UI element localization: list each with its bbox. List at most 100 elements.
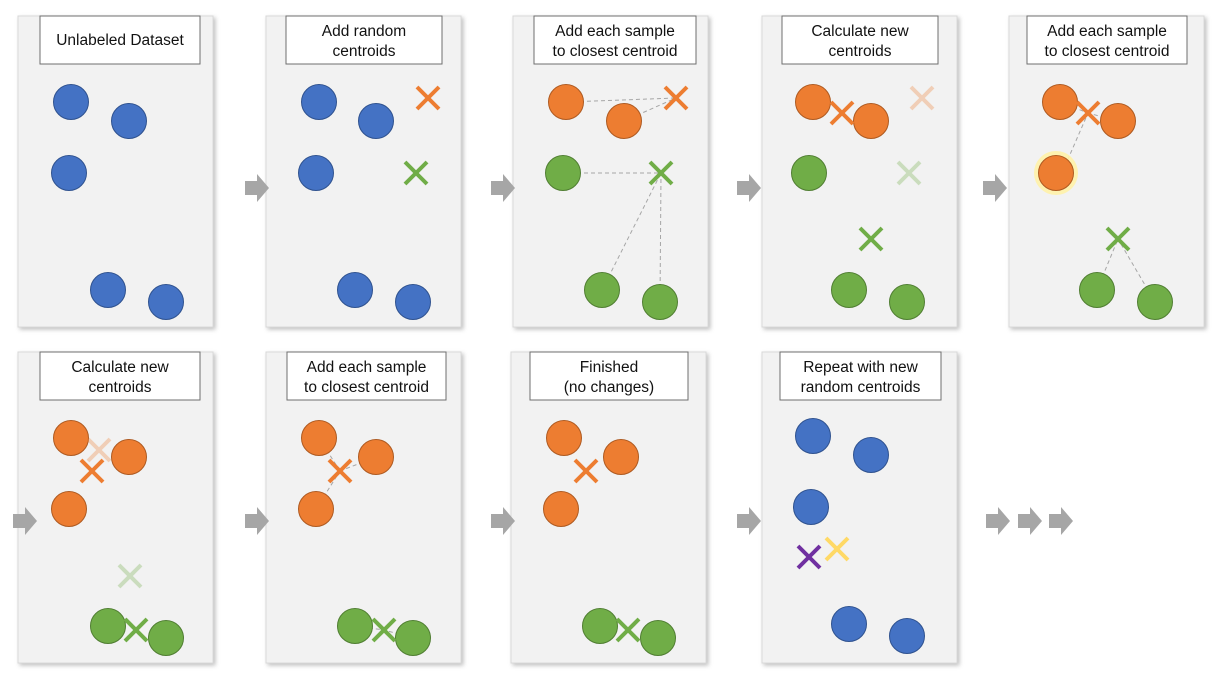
- assignment-line: [1117, 238, 1156, 303]
- data-point-blue: [831, 606, 867, 642]
- step-title: Finished (no changes): [529, 351, 689, 401]
- centroid-orange: [327, 458, 353, 484]
- step-title-line: to closest centroid: [304, 379, 429, 396]
- centroid-green: [615, 617, 641, 643]
- step-title: Repeat with new random centroids: [779, 351, 942, 401]
- data-point-orange: [298, 491, 334, 527]
- data-point-green: [642, 284, 678, 320]
- panel-4: Calculate new centroids: [761, 15, 958, 328]
- data-point-orange: [853, 103, 889, 139]
- data-point-blue: [148, 284, 184, 320]
- flow-arrow-icon: [245, 507, 269, 535]
- data-point-blue: [51, 155, 87, 191]
- data-point-orange: [795, 84, 831, 120]
- data-point-blue: [90, 272, 126, 308]
- step-title: Add each sample to closest centroid: [533, 15, 697, 65]
- centroid-orange: [663, 85, 689, 111]
- data-point-green: [395, 620, 431, 656]
- data-point-orange: [53, 420, 89, 456]
- assignment-line: [601, 172, 662, 291]
- centroid-green: [858, 226, 884, 252]
- step-title-line: Calculate new: [71, 359, 169, 376]
- data-point-blue: [358, 103, 394, 139]
- data-point-green: [889, 284, 925, 320]
- step-title-line: Add each sample: [555, 23, 675, 40]
- step-title: Calculate new centroids: [781, 15, 939, 65]
- data-point-orange: [111, 439, 147, 475]
- centroid-green: [648, 160, 674, 186]
- centroid-yellow: [824, 536, 850, 562]
- centroid-orange: [1075, 100, 1101, 126]
- data-point-green: [831, 272, 867, 308]
- step-title: Add each sample to closest centroid: [286, 351, 447, 401]
- data-point-green: [582, 608, 618, 644]
- data-point-orange: [51, 491, 87, 527]
- step-title-line: centroids: [89, 379, 152, 396]
- step-title-line: Add each sample: [1047, 23, 1167, 40]
- centroid-orange-old: [909, 85, 935, 111]
- flow-arrow-icon: [983, 174, 1007, 202]
- step-title: Calculate new centroids: [39, 351, 201, 401]
- data-point-orange: [358, 439, 394, 475]
- panel-8: Finished (no changes): [510, 351, 707, 664]
- centroid-green-old: [896, 160, 922, 186]
- step-title-line: Unlabeled Dataset: [56, 32, 184, 49]
- step-title-line: Finished: [580, 359, 639, 376]
- flow-arrow-icon: [737, 174, 761, 202]
- data-point-orange: [548, 84, 584, 120]
- centroid-orange-old: [86, 437, 112, 463]
- data-point-blue: [53, 84, 89, 120]
- data-point-orange: [1042, 84, 1078, 120]
- flow-arrow-icon: [245, 174, 269, 202]
- data-point-green: [584, 272, 620, 308]
- data-point-orange: [546, 420, 582, 456]
- step-title-line: Add each sample: [307, 359, 427, 376]
- step-title-line: Add random: [322, 23, 406, 40]
- data-point-orange: [301, 420, 337, 456]
- data-point-blue: [795, 418, 831, 454]
- assignment-line: [565, 97, 677, 103]
- data-point-green: [148, 620, 184, 656]
- data-point-blue: [793, 489, 829, 525]
- flow-arrow-icon: [491, 507, 515, 535]
- step-title: Unlabeled Dataset: [39, 15, 201, 65]
- step-title-line: to closest centroid: [1045, 43, 1170, 60]
- step-title-line: Repeat with new: [803, 359, 918, 376]
- data-point-green: [791, 155, 827, 191]
- step-title-line: centroids: [333, 43, 396, 60]
- data-point-blue: [853, 437, 889, 473]
- data-point-green: [1079, 272, 1115, 308]
- centroid-orange: [79, 458, 105, 484]
- data-point-blue: [889, 618, 925, 654]
- step-title-line: to closest centroid: [553, 43, 678, 60]
- flow-arrow-icon: [986, 507, 1010, 535]
- flow-arrow-icon: [491, 174, 515, 202]
- step-title: Add each sample to closest centroid: [1026, 15, 1188, 65]
- data-point-blue: [337, 272, 373, 308]
- panel-1: Unlabeled Dataset: [17, 15, 214, 328]
- arrows-layer: [13, 174, 1073, 535]
- data-point-green: [545, 155, 581, 191]
- centroid-orange: [829, 100, 855, 126]
- data-point-green: [640, 620, 676, 656]
- centroid-green: [371, 617, 397, 643]
- data-point-blue: [111, 103, 147, 139]
- data-point-blue: [301, 84, 337, 120]
- panel-6: Calculate new centroids: [17, 351, 214, 664]
- step-title-line: centroids: [829, 43, 892, 60]
- centroid-orange: [415, 85, 441, 111]
- data-point-orange: [1100, 103, 1136, 139]
- data-point-orange: [606, 103, 642, 139]
- data-point-blue: [298, 155, 334, 191]
- data-point-green: [90, 608, 126, 644]
- flow-arrow-icon: [1049, 507, 1073, 535]
- step-title-line: (no changes): [564, 379, 654, 396]
- panel-5: Add each sample to closest centroid: [1008, 15, 1205, 328]
- data-point-orange: [1038, 155, 1074, 191]
- panel-3: Add each sample to closest centroid: [512, 15, 709, 328]
- data-point-orange: [603, 439, 639, 475]
- panel-7: Add each sample to closest centroid: [265, 351, 462, 664]
- flow-arrow-icon: [13, 507, 37, 535]
- centroid-green: [403, 160, 429, 186]
